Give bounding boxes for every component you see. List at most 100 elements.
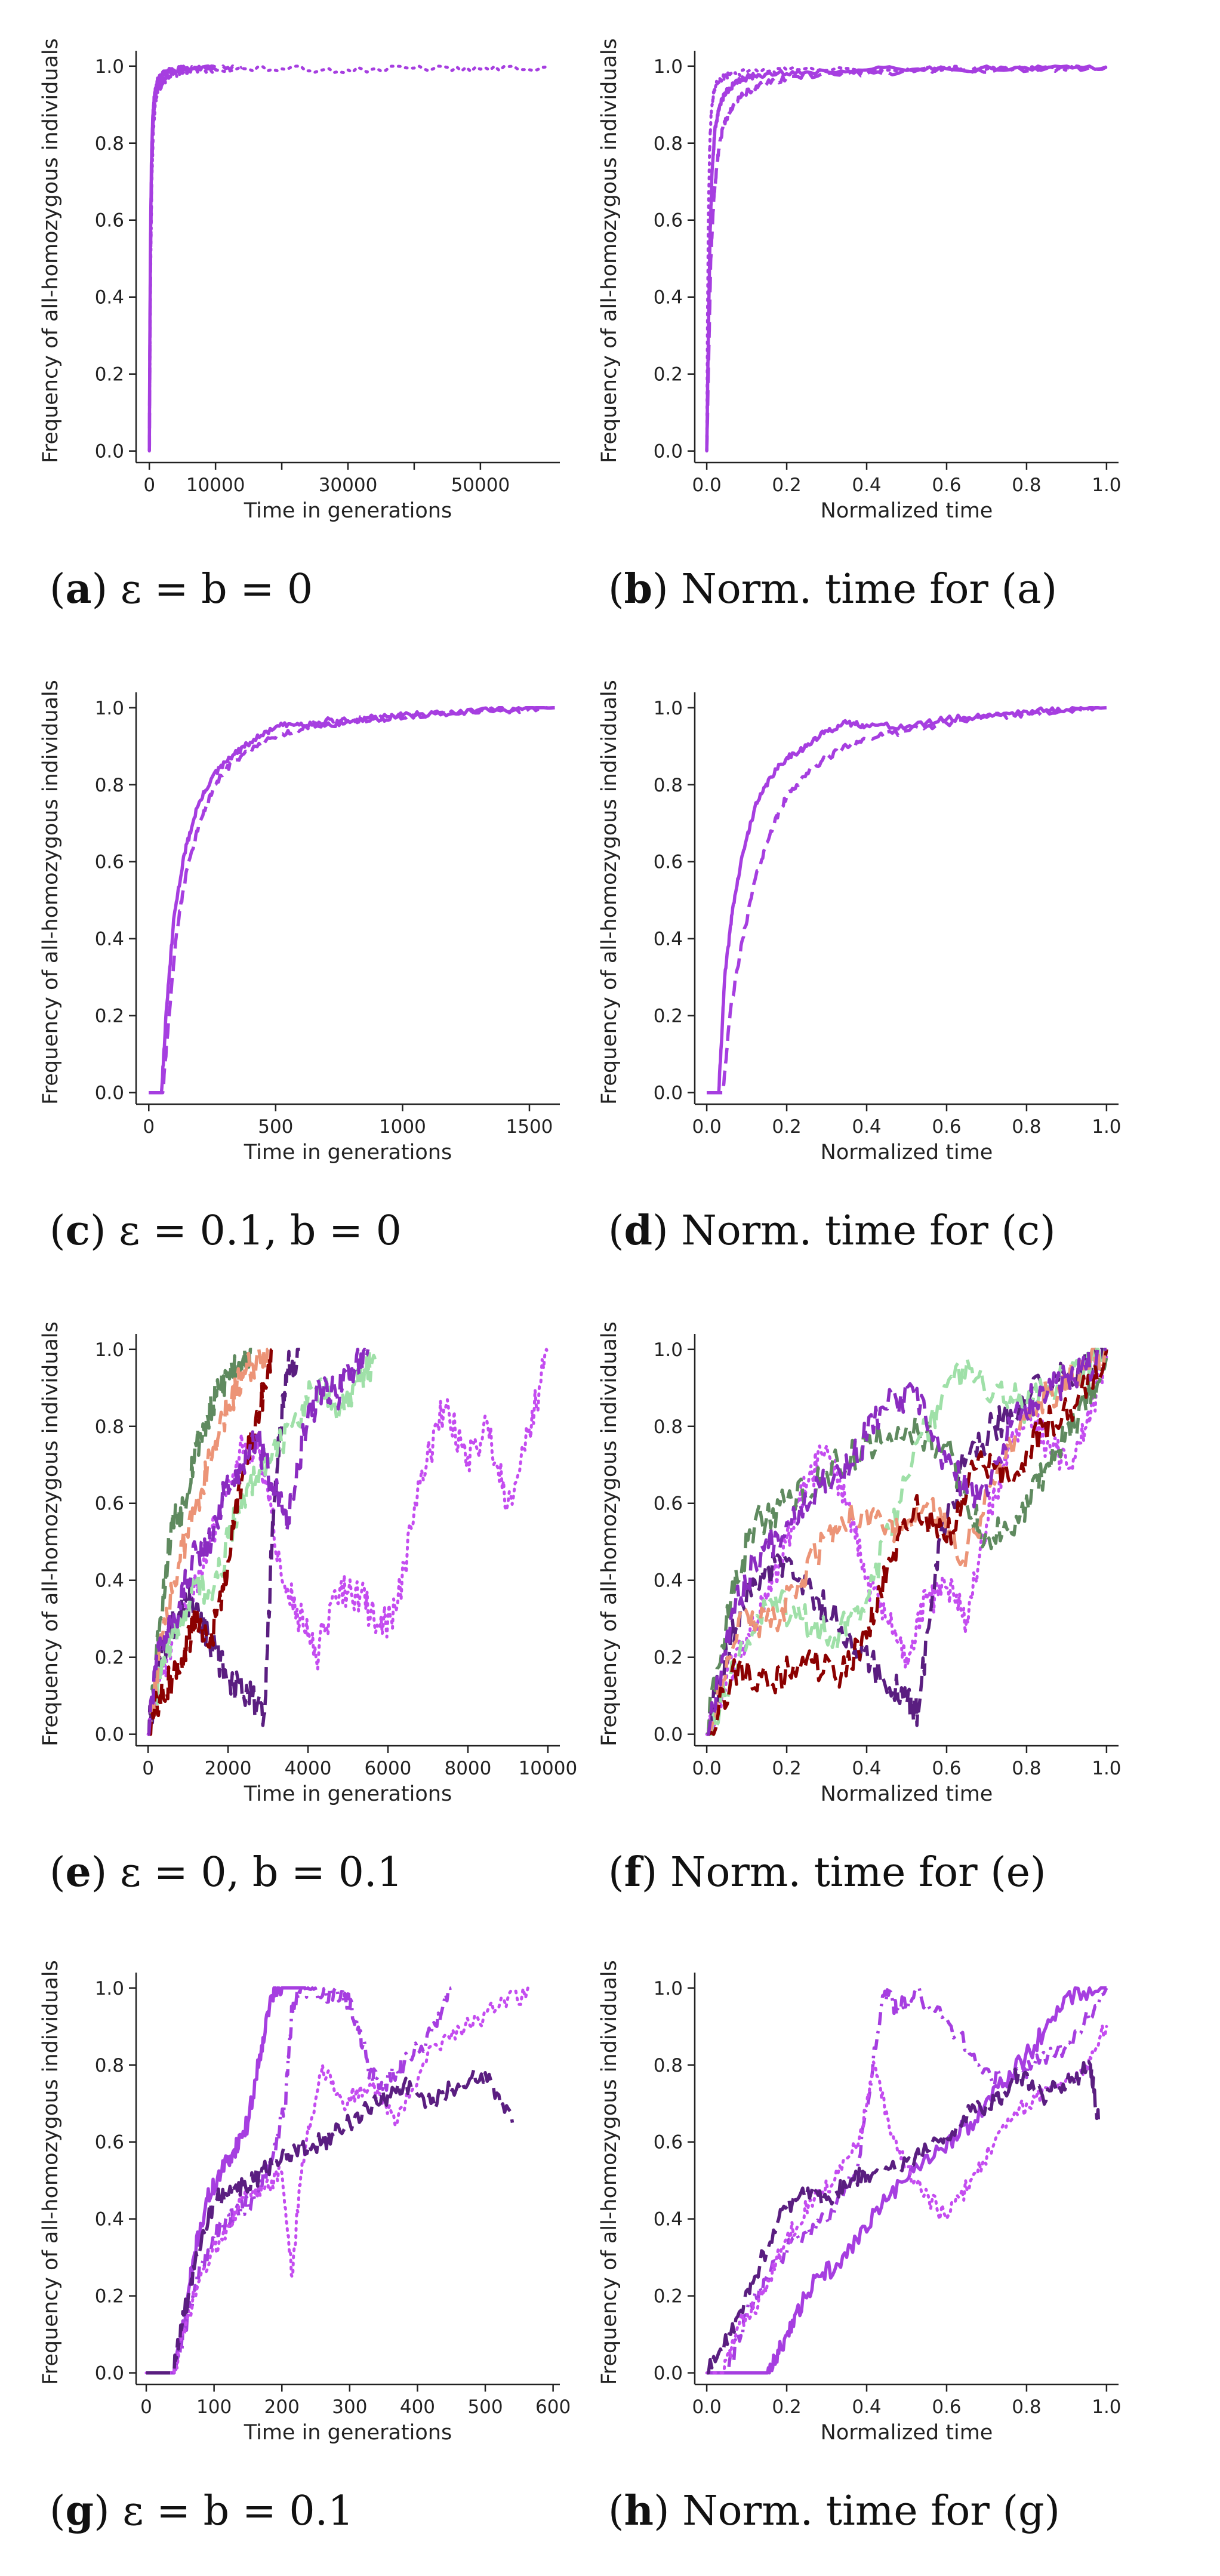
y-tick-label: 1.0	[95, 698, 124, 719]
series-line-run-2	[705, 64, 1108, 451]
caption-letter: d	[624, 1207, 653, 1255]
series-line-maroon-dashed-run	[707, 1349, 1108, 1736]
x-tick-label: 1.0	[1092, 1116, 1121, 1138]
y-tick-label: 0.6	[654, 852, 683, 873]
panel-caption: (f) Norm. time for (e)	[608, 1848, 1046, 1896]
x-axis-label: Normalized time	[821, 1141, 993, 1164]
series-line-mid-purple-dashed-run	[147, 1348, 370, 1736]
y-tick-label: 0.2	[654, 364, 683, 386]
caption-letter: e	[66, 1848, 91, 1896]
series-line-dark-purple-dashed-run	[707, 1348, 1108, 1736]
y-tick-label: 0.6	[95, 852, 124, 873]
chart-panel-e: 0 2000 4000 6000 8000 10000 0.0 0.2 0.4 0.6 0.8 1.0…	[39, 1321, 577, 1896]
y-tick-label: 0.2	[95, 1006, 124, 1027]
x-tick-label: 8000	[444, 1758, 491, 1779]
caption-letter: f	[624, 1848, 644, 1896]
x-tick-label: 10000	[519, 1758, 578, 1779]
y-axis-label: Frequency of all-homozygous individuals	[39, 38, 63, 463]
series-line-maroon-dashed-run	[147, 1348, 273, 1736]
x-tick-label: 0.0	[692, 474, 721, 496]
x-tick-label: 1000	[379, 1116, 426, 1138]
y-tick-label: 0.2	[95, 364, 124, 386]
x-axis-label: Time in generations	[244, 1141, 452, 1164]
caption-paren: (	[608, 1207, 624, 1255]
x-tick-label: 0.4	[852, 1758, 881, 1779]
series-line-run-2	[147, 64, 243, 451]
caption-letter: c	[66, 1207, 90, 1255]
caption-text: Norm. time for (e)	[670, 1849, 1046, 1896]
caption-paren: (	[50, 1207, 66, 1255]
x-tick-label: 500	[258, 1116, 293, 1138]
x-tick-label: 0.6	[932, 1116, 961, 1138]
series-line-run-3	[147, 64, 549, 453]
x-tick-label: 0.6	[932, 2396, 961, 2418]
x-axis-label: Time in generations	[244, 499, 452, 523]
series-line-mint-dashed-run	[707, 1348, 1107, 1736]
x-tick-label: 500	[467, 2396, 503, 2418]
series-line-run-3	[705, 64, 1108, 453]
caption-paren: )	[652, 566, 681, 613]
x-tick-label: 1500	[506, 1116, 553, 1138]
series-line-dash-dot-run	[706, 1986, 1108, 2375]
y-tick-label: 0.4	[654, 1570, 683, 1592]
panel-caption: (b) Norm. time for (a)	[608, 565, 1057, 613]
panel-caption: (h) Norm. time for (g)	[608, 2487, 1060, 2535]
caption-letter: b	[624, 565, 653, 613]
caption-letter: a	[66, 565, 92, 613]
x-tick-label: 0.8	[1012, 2396, 1041, 2418]
panel-caption: (d) Norm. time for (c)	[608, 1207, 1056, 1255]
panel-caption: (e) ε = 0, b = 0.1	[50, 1848, 403, 1896]
caption-paren: )	[90, 1207, 119, 1255]
x-tick-label: 0.6	[932, 474, 961, 496]
x-tick-label: 1.0	[1092, 1758, 1121, 1779]
panel-caption: (a) ε = b = 0	[50, 565, 313, 613]
y-tick-label: 0.8	[95, 775, 124, 796]
y-tick-label: 0.4	[95, 1570, 124, 1592]
y-tick-label: 0.2	[654, 1006, 683, 1027]
y-tick-label: 0.8	[95, 1416, 124, 1438]
y-axis-label: Frequency of all-homozygous individuals	[597, 680, 621, 1105]
x-tick-label: 0.0	[692, 1758, 721, 1779]
y-axis-label: Frequency of all-homozygous individuals	[39, 1960, 63, 2385]
series-line-mid-purple-dashed-run	[707, 1348, 1107, 1736]
y-tick-label: 1.0	[95, 56, 124, 78]
y-tick-label: 0.4	[654, 2209, 683, 2230]
x-tick-label: 0.0	[692, 1116, 721, 1138]
x-tick-label: 0	[143, 1116, 155, 1138]
panel-caption: (c) ε = 0.1, b = 0	[50, 1207, 402, 1255]
y-tick-label: 0.0	[95, 1083, 124, 1104]
y-tick-label: 0.8	[654, 775, 683, 796]
series-line-dotted-run	[705, 2023, 1108, 2375]
chart-panel-c: 0 500 1000 1500 0.0 0.2 0.4 0.6 0.8 1.0 Time in ge…	[39, 680, 560, 1255]
x-tick-label: 600	[535, 2396, 571, 2418]
x-tick-label: 0.2	[772, 2396, 801, 2418]
x-tick-label: 0.6	[932, 1758, 961, 1779]
series-line-violet-dotted-run	[705, 1355, 1108, 1736]
series-line-dotted-run	[144, 1986, 535, 2375]
x-tick-label: 2000	[205, 1758, 252, 1779]
series-line-salmon-dashed-run	[147, 1348, 269, 1736]
x-tick-label: 0.2	[772, 474, 801, 496]
x-axis-label: Time in generations	[244, 1782, 452, 1806]
x-tick-label: 400	[400, 2396, 435, 2418]
caption-paren: (	[608, 1849, 624, 1896]
y-axis-label: Frequency of all-homozygous individuals	[597, 38, 621, 463]
x-tick-label: 10000	[186, 474, 245, 496]
caption-paren: )	[642, 1849, 670, 1896]
y-tick-label: 0.6	[654, 210, 683, 232]
caption-paren: )	[94, 2488, 122, 2535]
caption-letter: h	[624, 2487, 654, 2535]
y-tick-label: 0.4	[95, 287, 124, 309]
caption-paren: )	[92, 566, 121, 613]
x-axis-label: Normalized time	[821, 1782, 993, 1806]
x-tick-label: 0.8	[1012, 474, 1041, 496]
caption-text: Norm. time for (g)	[682, 2488, 1060, 2535]
y-tick-label: 0.0	[654, 2363, 683, 2384]
y-tick-label: 0.0	[95, 1724, 124, 1746]
y-tick-label: 0.6	[95, 2132, 124, 2153]
y-tick-label: 0.4	[95, 2209, 124, 2230]
caption-paren: (	[50, 566, 66, 613]
y-tick-label: 0.0	[95, 441, 124, 463]
y-tick-label: 0.0	[654, 1724, 683, 1746]
